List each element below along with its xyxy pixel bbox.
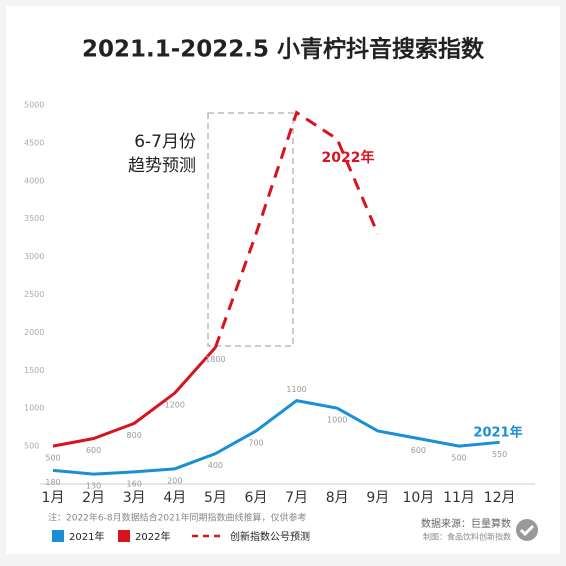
source: 数据来源：巨量算数 xyxy=(421,517,511,530)
y-tick-label: 2500 xyxy=(24,290,44,299)
forecast-box xyxy=(207,112,294,347)
y-tick-label: 5000 xyxy=(24,101,44,110)
y-tick-label: 3000 xyxy=(24,252,44,261)
x-tick-label: 9月 xyxy=(366,490,389,506)
series-line xyxy=(52,346,217,448)
data-label: 1200 xyxy=(165,401,185,410)
check-badge xyxy=(516,519,538,541)
data-label: 1800 xyxy=(205,355,225,364)
data-label: 550 xyxy=(492,450,507,459)
data-label: 130 xyxy=(86,482,101,491)
x-tick-label: 12月 xyxy=(484,490,516,506)
legend-swatch xyxy=(118,530,130,542)
series-line xyxy=(52,399,500,476)
panel xyxy=(6,6,560,554)
legend-label: 2021年 xyxy=(69,530,104,543)
data-label: 1000 xyxy=(327,416,347,425)
annotation: 2022年 xyxy=(322,149,375,166)
legend-swatch xyxy=(52,530,64,542)
data-label: 400 xyxy=(208,461,223,470)
data-label: 160 xyxy=(127,479,142,488)
x-tick-label: 8月 xyxy=(326,490,349,506)
annotation: 6-7月份 xyxy=(134,132,196,152)
x-tick-label: 5月 xyxy=(204,490,227,506)
data-label: 200 xyxy=(167,476,182,485)
data-label: 800 xyxy=(127,431,142,440)
annotation: 2021年 xyxy=(473,425,522,441)
y-tick-label: 1500 xyxy=(24,366,44,375)
data-label: 180 xyxy=(45,478,60,487)
chart-title: 2021.1-2022.5 小青柠抖音搜索指数 xyxy=(82,36,485,63)
y-tick-label: 4000 xyxy=(24,176,44,185)
legend-label: 2022年 xyxy=(135,530,170,543)
note: 注：2022年6-8月数据结合2021年同期指数曲线推算，仅供参考 xyxy=(48,512,307,524)
y-tick-label: 4500 xyxy=(24,138,44,147)
annotation: 趋势预测 xyxy=(128,156,196,176)
x-tick-label: 1月 xyxy=(42,490,65,506)
data-label: 700 xyxy=(248,438,263,447)
data-label: 600 xyxy=(86,446,101,455)
credit: 制图：食品饮料创新指数 xyxy=(423,532,511,542)
y-tick-label: 3500 xyxy=(24,214,44,223)
data-label: 600 xyxy=(411,446,426,455)
y-tick-label: 500 xyxy=(24,442,39,451)
x-tick-label: 2月 xyxy=(82,490,105,506)
x-tick-label: 11月 xyxy=(443,490,475,506)
series-line xyxy=(213,110,380,349)
y-tick-label: 1000 xyxy=(24,404,44,413)
x-tick-label: 3月 xyxy=(123,490,146,506)
x-tick-label: 4月 xyxy=(163,490,186,506)
data-label: 500 xyxy=(45,454,60,463)
x-tick-label: 7月 xyxy=(285,490,308,506)
y-tick-label: 2000 xyxy=(24,328,44,337)
x-tick-label: 6月 xyxy=(245,490,268,506)
data-label: 1100 xyxy=(286,385,306,394)
x-tick-label: 10月 xyxy=(402,490,434,506)
legend-label: 创新指数公号预测 xyxy=(230,530,310,543)
data-label: 500 xyxy=(451,454,466,463)
